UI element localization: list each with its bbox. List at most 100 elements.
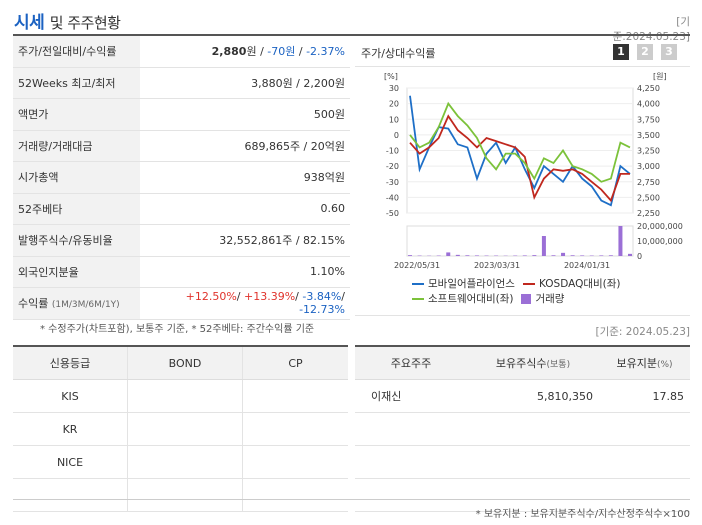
- row-value: 938억원: [140, 161, 350, 194]
- table-header-row: 신용등급 BOND CP: [13, 345, 348, 380]
- holder-name: 이재신: [355, 379, 467, 413]
- chart-reference-date: [기준: 2024.05.23]: [595, 326, 690, 338]
- right-tick-label: 4,000: [637, 100, 660, 109]
- right-tick-label: 2,250: [637, 209, 660, 218]
- volume-bar: [608, 255, 613, 256]
- right-tick-label: 4,250: [637, 84, 660, 93]
- left-tick-label: -10: [386, 147, 399, 156]
- cp-cell: [242, 478, 348, 512]
- right-tick-label: 3,000: [637, 162, 660, 171]
- table-row: 시가총액 938억원: [13, 161, 350, 194]
- volume-bar: [446, 252, 451, 256]
- left-tick-label: -40: [386, 193, 399, 202]
- row-value: 3,880원 / 2,200원: [140, 67, 350, 99]
- x-axis-labels: 2022/05/31 2023/03/31 2024/01/31: [394, 261, 610, 270]
- x-tick-label: 2022/05/31: [394, 261, 440, 270]
- table-row: 이재신 5,810,350 17.85: [355, 379, 690, 413]
- cp-cell: [242, 445, 348, 479]
- column-header: BOND: [127, 345, 243, 380]
- legend-software: 소프트웨어대비(좌): [428, 293, 514, 305]
- row-label: 주가/전일대비/수익률: [13, 36, 140, 68]
- table-row: 발행주식수/유동비율 32,552,861주 / 82.15%: [13, 224, 350, 257]
- price-value: 2,880원 / -70원 / -2.37%: [140, 36, 350, 68]
- bond-cell: [127, 379, 243, 413]
- return-1y: -12.73%: [299, 303, 345, 317]
- volume-bar: [474, 255, 479, 256]
- row-value: 689,865주 / 20억원: [140, 130, 350, 162]
- bond-cell: [127, 412, 243, 446]
- holder-name: [355, 445, 467, 479]
- bond-cell: [127, 445, 243, 479]
- left-axis-unit: [%]: [384, 72, 398, 81]
- separator: /: [295, 45, 307, 59]
- table-header-row: 주요주주 보유주식수(보통) 보유지분(%): [355, 345, 690, 380]
- legend-mobile: 모바일어플라이언스: [428, 278, 515, 290]
- holder-stake: [599, 478, 690, 512]
- table-row: NICE: [13, 445, 348, 479]
- left-tick-label: 10: [389, 115, 399, 124]
- holder-shares: [467, 412, 599, 446]
- left-tick-label: 0: [394, 131, 399, 140]
- title-rest: 및 주주현황: [49, 14, 121, 32]
- volume-bar: [465, 255, 470, 256]
- volume-bar: [455, 254, 460, 256]
- title-main: 시세: [14, 13, 45, 33]
- legend-volume: 거래량: [535, 293, 565, 305]
- volume-bar: [541, 236, 546, 256]
- table-row: [355, 478, 690, 512]
- table-row: KIS: [13, 379, 348, 413]
- chart-header: 주가/상대수익률 1 2 3: [355, 36, 690, 67]
- chart-page-2-button[interactable]: 2: [637, 44, 653, 60]
- cp-cell: [242, 412, 348, 446]
- series-lines: [409, 95, 631, 207]
- holder-shares: [467, 478, 599, 512]
- row-value: 1.10%: [140, 256, 350, 288]
- bond-cell: [127, 478, 243, 512]
- credit-rating-table: 신용등급 BOND CP KIS KR NICE: [13, 345, 348, 512]
- volume-bar: [628, 253, 632, 256]
- holder-stake: [599, 445, 690, 479]
- agency-cell: [13, 478, 128, 512]
- section-title: 시세 및 주주현황: [14, 8, 121, 33]
- chart-title: 주가/상대수익률: [361, 47, 436, 60]
- price-change: -70원: [267, 45, 296, 59]
- bottom-footnote: * 보유지분 : 보유지분주식수/지수산정주식수×100: [475, 509, 690, 520]
- table-row: 외국인지분율 1.10%: [13, 256, 350, 288]
- current-price: 2,880: [211, 45, 247, 59]
- table-row: 주가/전일대비/수익률 2,880원 / -70원 / -2.37%: [13, 36, 350, 68]
- series-line: [409, 114, 630, 203]
- returns-value: +12.50%/ +13.39%/ -3.84%/ -12.73%: [140, 287, 350, 320]
- chart-page-1-button[interactable]: 1: [613, 44, 629, 60]
- price-info-table: 주가/전일대비/수익률 2,880원 / -70원 / -2.37% 52Wee…: [13, 36, 350, 320]
- holder-shares: [467, 445, 599, 479]
- return-3m: +13.39%: [243, 290, 296, 304]
- separator: /: [256, 45, 268, 59]
- chart-grid: [406, 87, 634, 257]
- volume-bar: [408, 255, 412, 256]
- return-1m: +12.50%: [185, 290, 237, 304]
- agency-cell: KIS: [13, 379, 128, 413]
- price-unit: 원: [246, 45, 257, 59]
- right-axis-unit: [원]: [653, 72, 667, 81]
- row-label: 52Weeks 최고/최저: [13, 67, 140, 99]
- left-axis-ticks: 30 20 10 0 -10 -20 -30 -40 -50: [386, 84, 399, 218]
- separator: /: [341, 290, 345, 304]
- header-divider: [13, 34, 690, 36]
- column-header: 주요주주: [355, 345, 467, 380]
- major-shareholder-table: 주요주주 보유주식수(보통) 보유지분(%) 이재신 5,810,350 17.…: [355, 345, 690, 512]
- chart-divider: [355, 315, 690, 316]
- row-label: 52주베타: [13, 193, 140, 225]
- chart-page-3-button[interactable]: 3: [661, 44, 677, 60]
- volume-tick-label: 10,000,000: [637, 237, 683, 246]
- left-tick-label: -50: [386, 209, 399, 218]
- volume-axis-ticks: 20,000,000 10,000,000 0: [637, 222, 683, 261]
- volume-bar: [551, 255, 556, 256]
- holder-stake: [599, 412, 690, 446]
- column-header: 신용등급: [13, 345, 128, 380]
- right-tick-label: 3,500: [637, 131, 660, 140]
- table-row: [355, 412, 690, 446]
- holder-stake: 17.85: [599, 379, 690, 413]
- volume-bar: [561, 252, 566, 256]
- legend-kosdaq: KOSDAQ대비(좌): [538, 278, 621, 290]
- right-tick-label: 3,250: [637, 147, 660, 156]
